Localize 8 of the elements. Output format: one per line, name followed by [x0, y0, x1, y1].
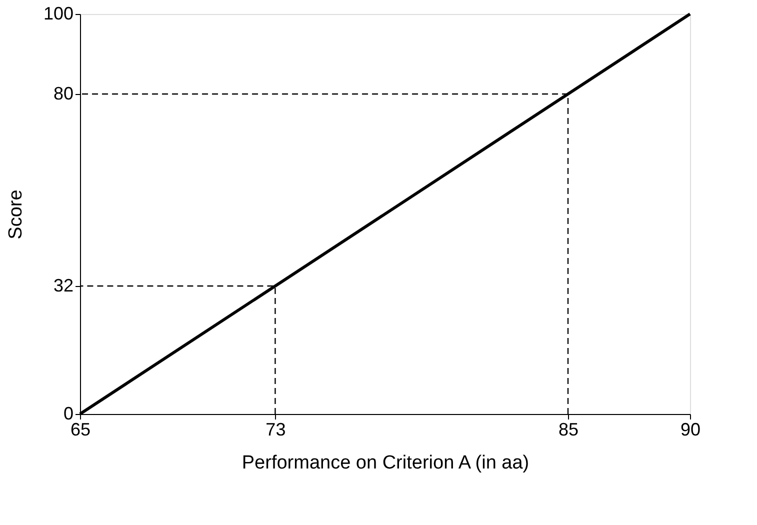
y-axis-title: Score [5, 190, 26, 240]
y-tick-label: 80 [53, 84, 74, 104]
y-tick-label: 32 [53, 276, 74, 296]
x-tick-label: 85 [558, 420, 579, 440]
y-tick-label: 100 [43, 4, 74, 24]
x-tick-label: 73 [266, 420, 286, 440]
x-tick-label: 90 [680, 420, 701, 440]
x-axis-title: Performance on Criterion A (in aa) [242, 452, 530, 474]
